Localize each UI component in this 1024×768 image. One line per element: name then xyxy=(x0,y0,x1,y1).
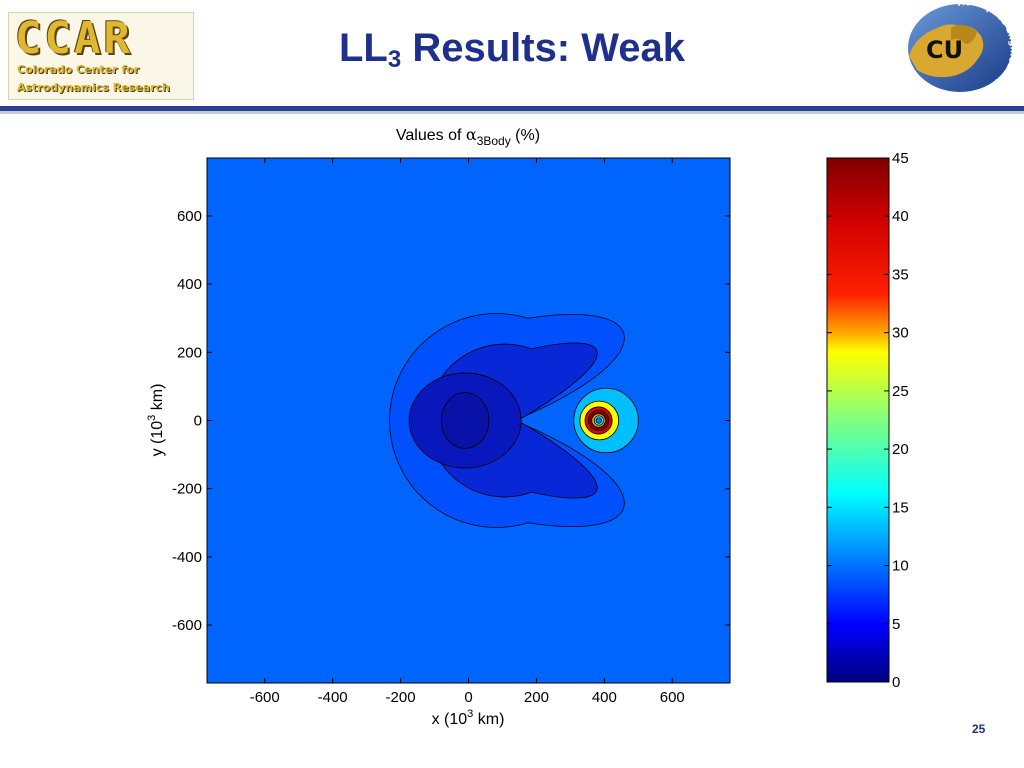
slide-header: CCAR Colorado Center for Astrodynamics R… xyxy=(0,0,1024,110)
colorbar-tick-label: 20 xyxy=(892,441,909,458)
chart-title-prefix: Values of xyxy=(396,127,466,144)
colorbar-tick-label: 40 xyxy=(892,208,909,225)
colorbar-tick-label: 0 xyxy=(892,674,900,691)
x-axis-label: x (103 km) xyxy=(432,708,505,728)
chart-title-symbol: α xyxy=(466,125,477,144)
colorbar-tick-label: 45 xyxy=(892,150,909,167)
ccar-logo: CCAR Colorado Center for Astrodynamics R… xyxy=(8,12,194,100)
y-axis-label: y (103 km) xyxy=(146,384,166,457)
colorbar-tick-label: 5 xyxy=(892,616,900,633)
colorbar xyxy=(826,157,890,683)
colorbar-tick-label: 15 xyxy=(892,499,909,516)
y-tick-label: 200 xyxy=(177,344,202,361)
header-rule xyxy=(0,106,1024,111)
title-subscript: 3 xyxy=(387,46,402,73)
header-rule-shadow xyxy=(0,111,1024,114)
chart-title-suffix: (%) xyxy=(511,127,540,144)
contour-level-10 xyxy=(595,417,603,424)
x-axis-label-sup: 3 xyxy=(467,708,473,720)
ccar-logo-line2: Astrodynamics Research xyxy=(17,81,170,94)
colorbar-axis: 45 40 35 30 25 20 15 10 5 0 xyxy=(827,150,909,691)
page-number: 25 xyxy=(972,722,986,736)
y-tick-label: -600 xyxy=(172,617,202,634)
plot-area xyxy=(207,158,730,683)
x-tick-label: 200 xyxy=(524,689,549,706)
y-axis: 600 400 200 0 -200 -400 -600 xyxy=(172,208,730,634)
y-axis-label-suffix: km) xyxy=(149,384,166,415)
x-axis: -600 -400 -200 0 200 400 600 xyxy=(250,158,685,706)
ccar-logo-acronym: CCAR xyxy=(15,13,133,64)
title-main: LL xyxy=(338,26,388,70)
x-tick-label: -400 xyxy=(318,689,348,706)
x-axis-label-prefix: x (10 xyxy=(432,711,468,728)
x-axis-label-suffix: km) xyxy=(473,711,504,728)
x-tick-label: 0 xyxy=(464,689,472,706)
y-tick-label: 600 xyxy=(177,208,202,225)
title-rest: Results: Weak xyxy=(401,26,686,70)
y-tick-label: 400 xyxy=(177,276,202,293)
colorbar-tick-label: 10 xyxy=(892,558,909,575)
ccar-logo-line1: Colorado Center for xyxy=(17,63,140,76)
contour-level-3 xyxy=(440,392,490,449)
cu-aerospace-logo: CU Aerospace Engineering xyxy=(903,0,1021,95)
chart-title: Values of α3Body (%) xyxy=(396,125,540,148)
colorbar-tick-label: 35 xyxy=(892,266,909,283)
chart-title-subscript: 3Body xyxy=(477,134,511,148)
slide-title: LL3 Results: Weak xyxy=(0,26,1024,74)
y-axis-label-sup: 3 xyxy=(146,415,158,421)
x-tick-label: -200 xyxy=(386,689,416,706)
x-tick-label: -600 xyxy=(250,689,280,706)
y-tick-label: -400 xyxy=(172,549,202,566)
y-axis-label-prefix: y (10 xyxy=(149,421,166,457)
y-tick-label: 0 xyxy=(194,413,202,430)
colorbar-tick-label: 25 xyxy=(892,383,909,400)
y-tick-label: -200 xyxy=(172,481,202,498)
x-tick-label: 600 xyxy=(660,689,685,706)
colorbar-tick-label: 30 xyxy=(892,325,909,342)
x-tick-label: 400 xyxy=(592,689,617,706)
cu-emblem-text: CU xyxy=(926,36,963,64)
